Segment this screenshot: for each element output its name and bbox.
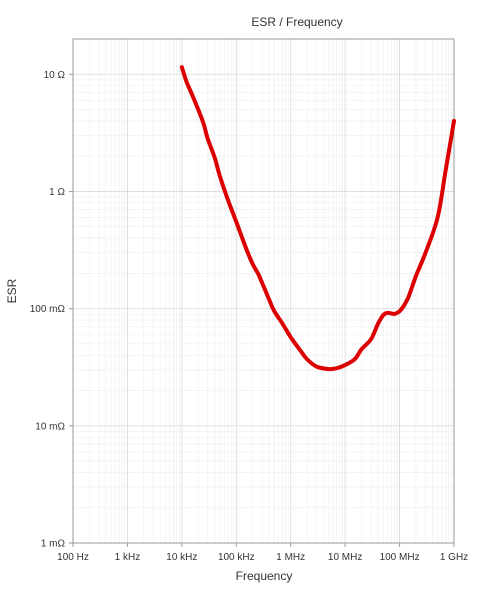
plot-frame <box>72 38 455 544</box>
y-axis-label: ESR <box>5 278 19 303</box>
x-tick-label: 1 MHz <box>276 552 305 563</box>
x-tick-label: 10 MHz <box>328 552 362 563</box>
x-axis-label: Frequency <box>236 569 293 583</box>
y-tick-label: 1 mΩ <box>41 539 66 550</box>
y-tick-label: 100 mΩ <box>30 304 66 315</box>
x-tick-label: 10 kHz <box>166 552 197 563</box>
chart-title: ESR / Frequency <box>251 15 342 29</box>
series-group <box>179 65 456 372</box>
x-tick-label: 1 GHz <box>440 552 468 563</box>
x-tick-label: 100 MHz <box>380 552 420 563</box>
grid <box>72 38 455 544</box>
x-axis-ticks: 100 Hz 1 kHz 10 kHz 100 kHz 1 MHz 10 MHz 100 M… <box>57 543 468 563</box>
x-tick-label: 100 kHz <box>218 552 255 563</box>
y-tick-label: 10 mΩ <box>35 421 65 432</box>
y-tick-label: 10 Ω <box>44 70 66 81</box>
y-tick-label: 1 Ω <box>49 187 65 198</box>
y-axis-ticks: 1 mΩ 10 mΩ 100 mΩ 1 Ω 10 Ω <box>30 70 73 550</box>
esr-series-line <box>179 65 456 372</box>
x-tick-label: 1 kHz <box>115 552 141 563</box>
x-tick-label: 100 Hz <box>57 552 89 563</box>
